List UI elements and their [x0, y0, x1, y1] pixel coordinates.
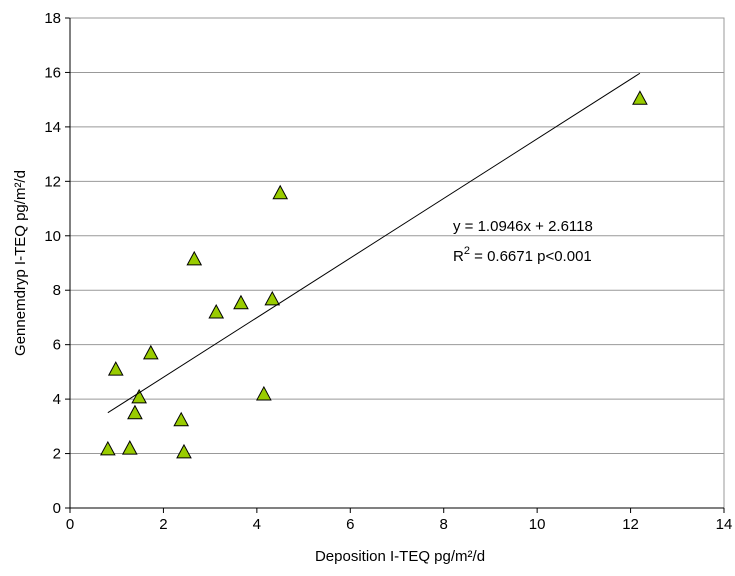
data-point — [121, 440, 138, 455]
x-tick-label: 12 — [622, 516, 639, 533]
y-tick-label: 14 — [44, 119, 61, 136]
y-tick-label: 6 — [53, 337, 61, 354]
data-point — [131, 388, 147, 404]
data-point — [272, 184, 289, 200]
data-point — [233, 294, 249, 310]
data-point — [127, 404, 143, 420]
annotation-rest: = 0.6671 p<0.001 — [470, 248, 592, 265]
data-point — [173, 411, 190, 427]
y-tick-label: 8 — [53, 282, 61, 299]
y-axis-label: Gennemdryp I-TEQ pg/m²/d — [12, 170, 29, 356]
data-point — [256, 385, 272, 401]
y-tick-label: 0 — [53, 500, 61, 517]
data-point — [142, 344, 159, 360]
y-tick-label: 18 — [44, 10, 61, 27]
y-tick-label: 2 — [53, 446, 61, 463]
x-tick-label: 10 — [529, 516, 546, 533]
x-tick-label: 8 — [440, 516, 448, 533]
trendline — [107, 72, 641, 414]
y-tick-label: 12 — [44, 173, 61, 190]
data-point — [100, 440, 116, 456]
annotation-r: R — [453, 248, 464, 265]
data-point — [208, 303, 225, 319]
data-point — [632, 90, 648, 105]
x-axis-label: Deposition I-TEQ pg/m²/d — [315, 548, 485, 565]
x-tick-label: 4 — [253, 516, 261, 533]
x-tick-label: 0 — [66, 516, 74, 533]
x-tick-label: 2 — [159, 516, 167, 533]
annotation-equation: y = 1.0946x + 2.6118 — [453, 218, 593, 235]
data-point — [186, 250, 203, 266]
annotation-r2: R2 = 0.6671 p<0.001 — [453, 245, 592, 265]
y-tick-label: 10 — [44, 228, 61, 245]
x-tick-label: 6 — [346, 516, 354, 533]
x-tick-label: 14 — [716, 516, 733, 533]
annotation-sup: 2 — [464, 245, 470, 257]
data-point — [264, 290, 281, 306]
data-point — [176, 443, 192, 459]
data-point — [107, 361, 124, 376]
y-tick-label: 16 — [44, 64, 61, 81]
y-tick-label: 4 — [53, 391, 61, 408]
